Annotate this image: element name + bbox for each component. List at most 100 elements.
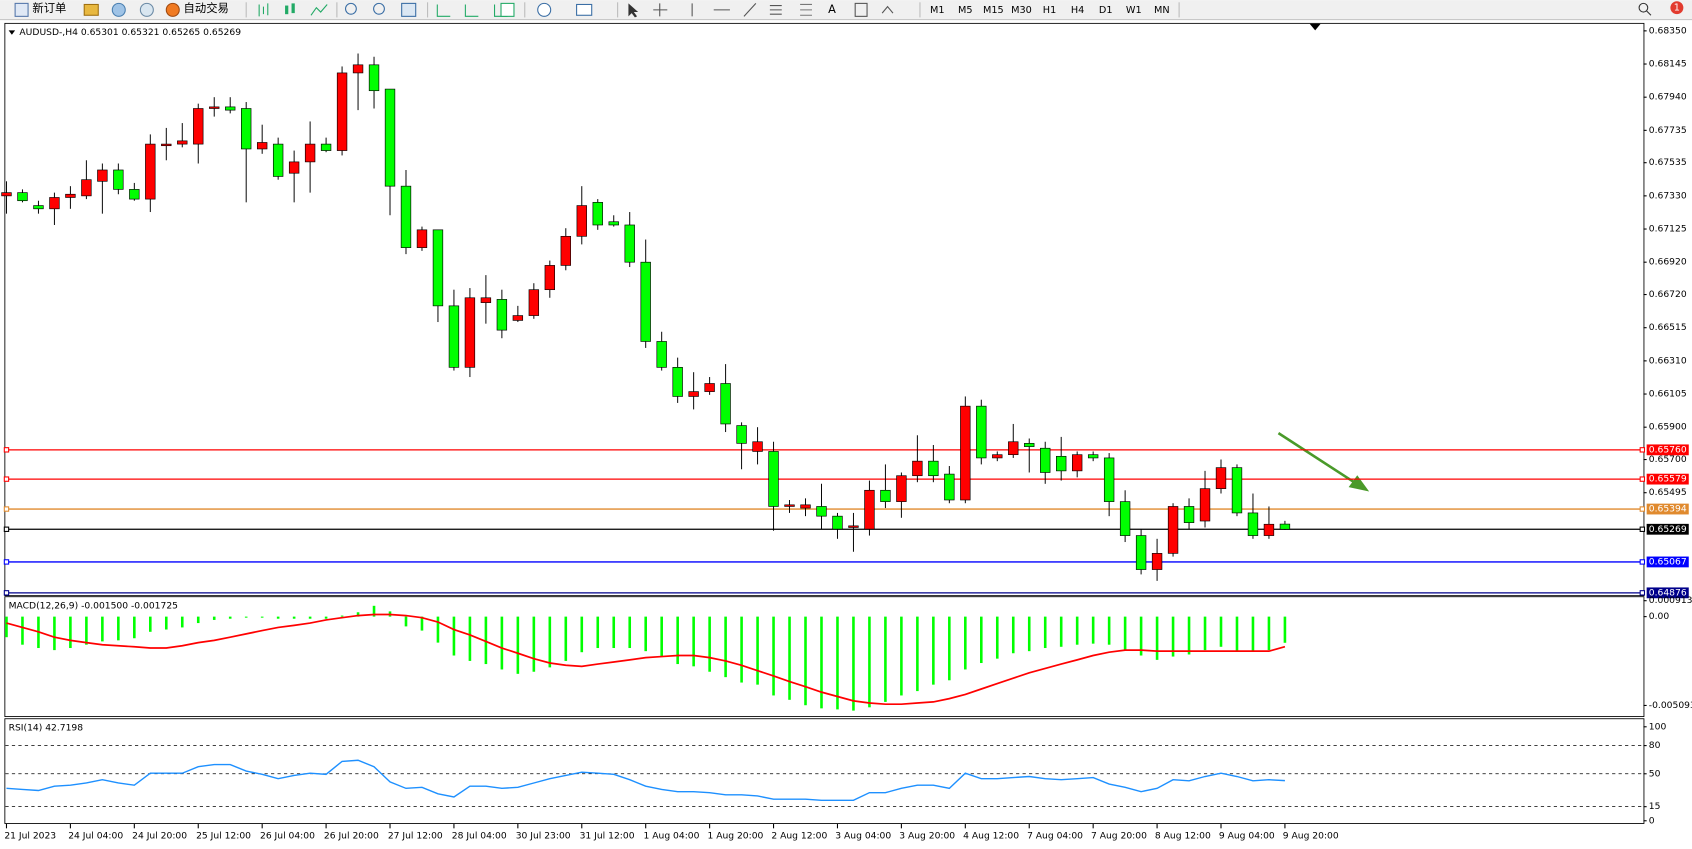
macd-bar xyxy=(5,616,8,638)
shift-icon[interactable] xyxy=(464,4,479,17)
new-order-icon[interactable] xyxy=(14,2,29,17)
macd-bar xyxy=(133,616,136,639)
search-icon[interactable] xyxy=(1638,2,1649,13)
timeframe-button[interactable]: H1 xyxy=(1043,5,1056,16)
y-tick-label: 0.67125 xyxy=(1649,224,1687,235)
rsi-panel xyxy=(4,718,1645,824)
candle-body xyxy=(832,515,843,530)
fibo-icon[interactable] xyxy=(800,3,812,16)
candle-body xyxy=(656,341,667,368)
macd-bar xyxy=(276,616,280,619)
periods-icon[interactable] xyxy=(537,2,552,17)
candle-body xyxy=(528,289,540,316)
line-chart-icon[interactable] xyxy=(310,4,328,16)
y-tick-label: 0.67940 xyxy=(1649,92,1687,103)
macd-bar xyxy=(1155,616,1159,660)
candle-body xyxy=(272,143,284,177)
annotation-arrowhead xyxy=(1348,475,1370,492)
timeframe-button[interactable]: M15 xyxy=(983,5,1004,16)
x-tick-label: 7 Aug 04:00 xyxy=(1027,830,1083,841)
icon[interactable] xyxy=(139,2,154,17)
x-tick-label: 31 Jul 12:00 xyxy=(580,830,635,841)
macd-bar xyxy=(436,616,440,643)
timeframe-button[interactable]: M30 xyxy=(1011,5,1032,16)
macd-bar xyxy=(1075,616,1079,645)
cursor-icon[interactable] xyxy=(628,3,639,18)
signal-line xyxy=(6,613,1286,706)
candle-body xyxy=(560,235,571,266)
candle-body xyxy=(448,305,460,368)
macd-bar xyxy=(564,616,568,661)
macd-bar xyxy=(1107,616,1111,645)
timeframe-button[interactable]: M5 xyxy=(958,5,973,16)
crosshair-icon[interactable] xyxy=(653,3,668,17)
y-tick-label: 0.67535 xyxy=(1649,157,1687,168)
y-tick-label: 15 xyxy=(1649,801,1661,812)
macd-bar xyxy=(708,616,711,672)
x-tick-label: 24 Jul 04:00 xyxy=(68,830,123,841)
timeframe-button[interactable]: W1 xyxy=(1126,5,1142,16)
tile-icon[interactable] xyxy=(401,2,417,17)
candle-body xyxy=(288,161,300,174)
indicators-icon[interactable] xyxy=(500,2,515,17)
candle-body xyxy=(177,140,188,145)
candle-body xyxy=(640,261,651,342)
candle-body xyxy=(480,297,492,303)
macd-bar xyxy=(820,616,823,709)
level-handle xyxy=(3,559,10,565)
timeframe-button[interactable]: M1 xyxy=(930,5,945,16)
y-tick-label: 0.66920 xyxy=(1649,257,1687,268)
templates-icon[interactable] xyxy=(576,3,593,16)
auto-trading-icon[interactable] xyxy=(165,2,180,17)
annotation-arrow xyxy=(1277,432,1360,487)
candle-body xyxy=(1024,443,1035,447)
label-tool[interactable] xyxy=(854,2,868,17)
x-tick-label: 9 Aug 20:00 xyxy=(1283,830,1339,841)
chart-title: AUDUSD-,H4 0.65301 0.65321 0.65265 0.652… xyxy=(19,27,241,38)
timeframe-button[interactable]: D1 xyxy=(1099,5,1113,16)
y-tick-label: 0.66720 xyxy=(1649,289,1687,300)
timeframe-button[interactable]: H4 xyxy=(1071,5,1084,16)
x-tick-label: 1 Aug 20:00 xyxy=(707,830,763,841)
candle-body xyxy=(241,108,252,150)
candle-body xyxy=(1071,454,1083,472)
channel-icon[interactable] xyxy=(769,5,782,15)
zoom-in-icon[interactable] xyxy=(344,2,357,15)
notification-badge[interactable] xyxy=(1670,1,1684,15)
timeframe-button[interactable]: MN xyxy=(1154,5,1170,16)
rsi-line xyxy=(6,759,1285,801)
icon[interactable] xyxy=(83,3,99,16)
main-panel xyxy=(4,22,1645,597)
scroll-icon[interactable] xyxy=(436,4,451,17)
new-order-button[interactable]: 新订单 xyxy=(32,1,66,15)
candle-body xyxy=(225,106,236,111)
zoom-out-icon[interactable] xyxy=(373,2,385,15)
macd-bar xyxy=(180,616,184,628)
x-tick-label: 30 Jul 23:00 xyxy=(516,830,571,841)
arrows-tool[interactable] xyxy=(881,5,894,14)
candle-body xyxy=(768,451,779,507)
macd-title: MACD(12,26,9) -0.001500 -0.001725 xyxy=(9,600,179,611)
auto-trading-button[interactable]: 自动交易 xyxy=(184,1,229,15)
text-tool[interactable]: A xyxy=(828,2,836,16)
candle-body xyxy=(65,193,76,198)
candle-chart-icon[interactable] xyxy=(285,5,289,15)
toolbar-bg xyxy=(0,0,1692,20)
icon[interactable] xyxy=(111,2,126,17)
level-label: 0.64876 xyxy=(1649,587,1687,598)
candle-body xyxy=(880,489,891,502)
macd-bar xyxy=(53,616,56,651)
level-handle xyxy=(1639,506,1646,512)
x-tick-label: 9 Aug 04:00 xyxy=(1219,830,1275,841)
x-tick-label: 2 Aug 12:00 xyxy=(771,830,827,841)
candle-body xyxy=(320,143,332,151)
level-label: 0.65394 xyxy=(1649,504,1687,515)
candle-body xyxy=(576,205,587,237)
macd-bar xyxy=(1283,616,1287,643)
level-handle xyxy=(1639,447,1646,453)
candle-body xyxy=(848,525,859,528)
level-handle xyxy=(3,476,10,482)
bar-chart-icon[interactable] xyxy=(258,3,269,17)
trendline-icon[interactable] xyxy=(743,3,757,17)
